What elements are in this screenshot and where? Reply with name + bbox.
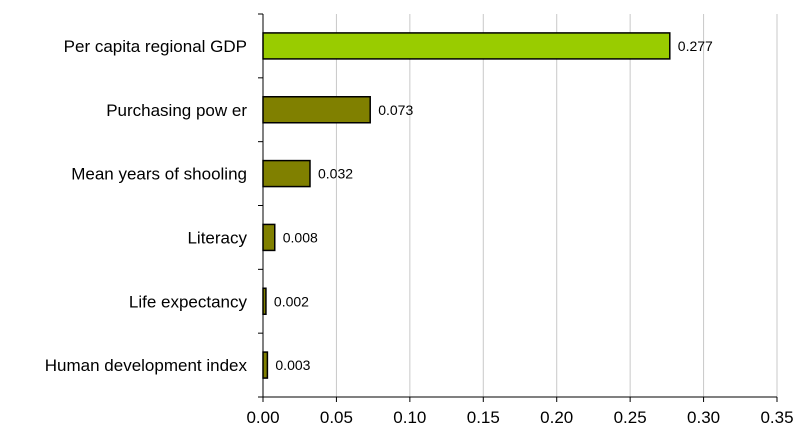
data-label: 0.073 xyxy=(378,102,413,118)
data-label: 0.277 xyxy=(678,38,713,54)
data-label: 0.008 xyxy=(283,229,318,245)
bar xyxy=(262,32,671,60)
bar xyxy=(262,223,276,252)
bar xyxy=(262,96,371,124)
data-label: 0.002 xyxy=(274,293,309,309)
category-label: Per capita regional GDP xyxy=(64,37,247,56)
bar xyxy=(262,159,311,188)
x-tick-label: 0.15 xyxy=(467,408,500,427)
bar xyxy=(262,287,267,315)
x-tick-label: 0.05 xyxy=(320,408,353,427)
data-label: 0.003 xyxy=(275,357,310,373)
category-label: Purchasing pow er xyxy=(106,101,247,120)
data-label: 0.032 xyxy=(318,166,353,182)
x-tick-label: 0.10 xyxy=(393,408,426,427)
x-tick-label: 0.25 xyxy=(614,408,647,427)
category-label: Mean years of shooling xyxy=(71,165,247,184)
category-label: Literacy xyxy=(187,228,247,247)
category-label: Life expectancy xyxy=(129,292,248,311)
x-tick-label: 0.35 xyxy=(760,408,793,427)
bar xyxy=(262,351,269,379)
x-tick-label: 0.20 xyxy=(540,408,573,427)
category-label: Human development index xyxy=(45,356,248,375)
x-tick-label: 0.30 xyxy=(687,408,720,427)
x-tick-label: 0.00 xyxy=(246,408,279,427)
